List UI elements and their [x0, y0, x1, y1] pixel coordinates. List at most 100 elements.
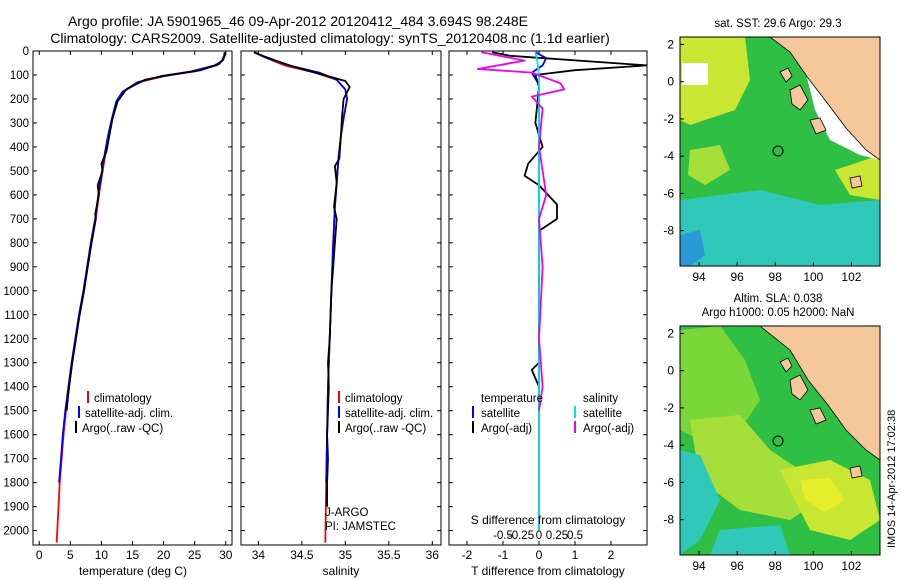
map-y-tick-label: -8 — [663, 513, 674, 527]
salinity-legend: climatology satellite-adj. clim. Argo(..… — [325, 391, 433, 533]
sst-argo-location-marker — [772, 145, 784, 157]
map-y-tick-label: -6 — [663, 186, 674, 200]
x-tick-label: 36 — [426, 548, 440, 562]
sla-map-title-1: Altim. SLA: 0.038 — [734, 293, 823, 305]
side-timestamp: IMOS 14-Apr-2012 17:02:38 — [886, 410, 898, 548]
map-y-tick-label: -4 — [663, 438, 674, 452]
map-y-tick-label: 2 — [667, 326, 674, 340]
map-y-tick-label: 0 — [667, 75, 674, 89]
difference-xlabel: T difference from climatology — [471, 564, 625, 578]
y-tick-label: 1900 — [3, 502, 29, 514]
salinity-xlabel: salinity — [323, 564, 360, 578]
legend-satellite: satellite-adj. clim. — [345, 408, 433, 420]
legend-s-satellite: satellite — [583, 408, 622, 420]
y-tick-label: 1500 — [3, 406, 29, 418]
x-tick-label: 1 — [572, 548, 579, 562]
y-tick-label: 600 — [10, 190, 29, 202]
y-tick-label: 1600 — [3, 430, 29, 442]
y-tick-label: 1300 — [3, 358, 29, 370]
map-x-tick-label: 98 — [769, 559, 783, 573]
map-x-tick-label: 98 — [769, 270, 783, 284]
legend-argo: Argo(..raw -QC) — [345, 423, 426, 435]
x-tick-label: 2 — [608, 548, 615, 562]
y-tick-label: 700 — [10, 214, 29, 226]
sst-map-frame — [679, 36, 881, 267]
sst-map-ticks: 94 96 98 100 102 2 0 -2 -4 -6 -8 — [663, 37, 861, 284]
sst-map-title: sat. SST: 29.6 Argo: 29.3 — [714, 18, 841, 30]
map-x-tick-label: 96 — [730, 270, 744, 284]
legend-salinity-title: salinity — [583, 393, 618, 405]
x-tick-label: -2 — [462, 548, 473, 562]
y-tick-label: 900 — [10, 262, 29, 274]
y-tick-label: 1000 — [3, 286, 29, 298]
sla-map-field — [680, 326, 880, 555]
legend-t-satellite: satellite — [481, 408, 520, 420]
map-x-tick-label: 100 — [803, 270, 823, 284]
sla-map-title-2: Argo h1000: 0.05 h2000: NaN — [702, 307, 855, 319]
s-diff-tick-label: -0.5 — [493, 530, 513, 542]
y-tick-label: 400 — [10, 142, 29, 154]
x-tick-label: 35.5 — [377, 548, 401, 562]
map-y-tick-label: 2 — [667, 37, 674, 51]
series-line-argo-raw-qc- — [65, 52, 227, 411]
salinity-ticks: 34 34.5 35 35.5 36 — [241, 50, 441, 562]
x-tick-label: 20 — [157, 548, 171, 562]
x-tick-label: 10 — [95, 548, 109, 562]
map-y-tick-label: -2 — [663, 112, 674, 126]
series-line-argo-raw-qc- — [253, 51, 351, 507]
s-diff-tick-label: 0 — [536, 530, 542, 542]
temperature-ticks: 0 5 10 15 20 25 300100200300400500600700800900… — [3, 46, 232, 562]
legend-temperature-title: temperature — [481, 393, 543, 405]
temperature-axes — [32, 50, 233, 546]
y-tick-label: 1100 — [4, 310, 29, 322]
y-tick-label: 0 — [23, 46, 29, 58]
x-tick-label: 34.5 — [290, 548, 314, 562]
sla-argo-location-marker — [772, 435, 784, 447]
y-tick-label: 200 — [10, 94, 29, 106]
series-line-salinity-argo-adj- — [476, 51, 566, 411]
x-tick-label: 5 — [67, 548, 74, 562]
x-tick-label: -1 — [498, 548, 509, 562]
annotation-pi: PI: JAMSTEC — [325, 521, 396, 533]
legend-climatology: climatology — [345, 393, 403, 405]
temperature-lines — [55, 52, 227, 543]
sla-map-frame — [679, 325, 881, 556]
difference-axes — [448, 50, 648, 546]
sst-map-field — [680, 37, 880, 266]
legend-t-argo: Argo(-adj) — [481, 423, 532, 435]
sla-map-ticks: 94 96 98 100 102 2 0 -2 -4 -6 -8 — [663, 326, 861, 573]
y-tick-label: 300 — [10, 118, 29, 130]
temperature-legend: climatology satellite-adj. clim. Argo(..… — [75, 391, 173, 435]
legend-s-argo: Argo(-adj) — [583, 423, 634, 435]
x-tick-label: 34 — [252, 548, 266, 562]
x-tick-label: 15 — [126, 548, 140, 562]
difference-lines — [476, 51, 647, 531]
annotation-j-argo: J-ARGO — [325, 507, 369, 519]
map-y-tick-label: 0 — [667, 364, 674, 378]
y-tick-label: 1200 — [3, 334, 29, 346]
map-x-tick-label: 102 — [841, 559, 861, 573]
y-tick-label: 100 — [10, 70, 29, 82]
difference-legend: temperature satellite Argo(-adj) salinit… — [472, 393, 634, 435]
map-x-tick-label: 96 — [730, 559, 744, 573]
y-tick-label: 800 — [10, 238, 29, 250]
x-tick-label: 35 — [339, 548, 353, 562]
map-y-tick-label: -4 — [663, 149, 674, 163]
title-line-1: Argo profile: JA 5901965_46 09-Apr-2012 … — [68, 13, 528, 29]
legend-climatology: climatology — [94, 393, 152, 405]
legend-argo: Argo(..raw -QC) — [82, 423, 163, 435]
temperature-xlabel: temperature (deg C) — [79, 564, 187, 578]
x-tick-label: 0 — [36, 548, 43, 562]
map-x-tick-label: 94 — [692, 270, 706, 284]
s-diff-tick-label: -0.25 — [508, 530, 534, 542]
legend-satellite: satellite-adj. clim. — [85, 408, 173, 420]
s-diff-tick-label: 0.25 — [546, 530, 568, 542]
difference-ticks: -2 -1 0 1 2-0.5-0.25 0 0.250.5 — [449, 50, 647, 562]
map-x-tick-label: 102 — [841, 270, 861, 284]
x-tick-label: 25 — [188, 548, 202, 562]
salinity-lines — [253, 51, 351, 543]
x-tick-label: 0 — [536, 548, 543, 562]
map-y-tick-label: -8 — [663, 224, 674, 238]
y-tick-label: 500 — [10, 166, 29, 178]
